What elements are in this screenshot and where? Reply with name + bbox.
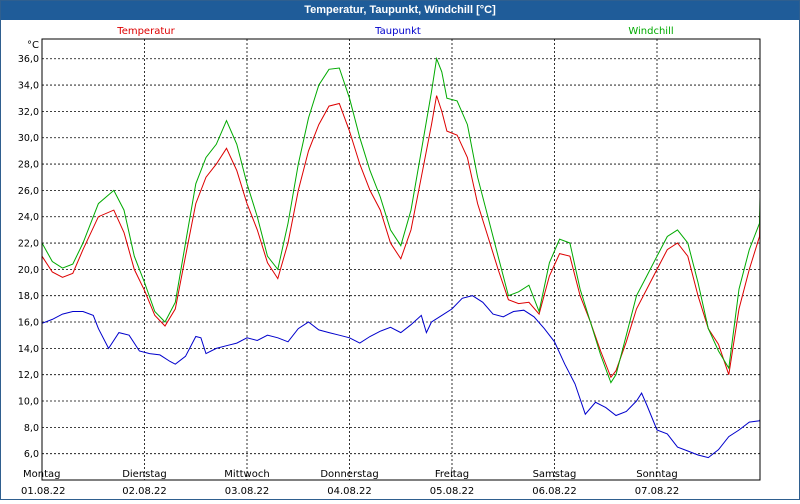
y-tick-label: 32,0 [18,107,39,118]
grid [42,39,760,480]
x-tick-date: 03.08.22 [225,486,270,497]
x-tick-date: 02.08.22 [122,486,167,497]
x-tick-date: 01.08.22 [21,486,66,497]
temperatur-line [41,95,761,379]
y-axis-unit-label: °C [27,40,39,51]
x-tick-date: 04.08.22 [327,486,372,497]
y-tick-label: 14,0 [18,344,39,355]
y-tick-label: 26,0 [18,186,39,197]
x-tick-date: 07.08.22 [635,486,680,497]
y-tick-label: 16,0 [18,318,39,329]
chart-title: Temperatur, Taupunkt, Windchill [°C] [1,1,799,20]
x-tick-day: Sonntag [636,469,678,480]
y-tick-label: 12,0 [18,370,39,381]
series-lines [41,56,761,459]
legend-taupunkt: Taupunkt [374,26,421,37]
plot-area-border [41,38,761,481]
legend-temperatur: Temperatur [116,26,175,37]
taupunkt-line [41,295,761,459]
y-tick-label: 6,0 [24,449,39,460]
y-tick-labels: 6,0 8,0 10,0 12,0 14,0 16,0 18,0 20,0 22,0 24,0 26… [18,54,39,460]
y-tick-label: 24,0 [18,212,39,223]
y-tick-label: 34,0 [18,81,39,92]
y-tick-label: 30,0 [18,133,39,144]
legend-windchill: Windchill [628,26,673,37]
y-tick-label: 8,0 [24,423,39,434]
x-tick-day: Mittwoch [224,469,269,480]
x-tick-labels: Montag01.08.22Dienstag02.08.22Mittwoch03… [21,469,679,497]
y-tick-label: 22,0 [18,239,39,250]
x-tick-day: Dienstag [122,469,167,480]
windchill-line [41,56,761,384]
x-tick-day: Freitag [435,469,469,480]
line-chart: °C Temperatur Taupunkt Windchill 6,0 8,0 1… [18,26,761,497]
y-tick-label: 20,0 [18,265,39,276]
x-tick-day: Samstag [533,469,577,480]
y-tick-label: 10,0 [18,397,39,408]
x-tick-date: 05.08.22 [430,486,475,497]
y-tick-label: 36,0 [18,54,39,65]
x-tick-date: 06.08.22 [532,486,577,497]
y-tick-label: 28,0 [18,160,39,171]
x-tick-day: Donnerstag [320,469,378,480]
y-tick-label: 18,0 [18,291,39,302]
